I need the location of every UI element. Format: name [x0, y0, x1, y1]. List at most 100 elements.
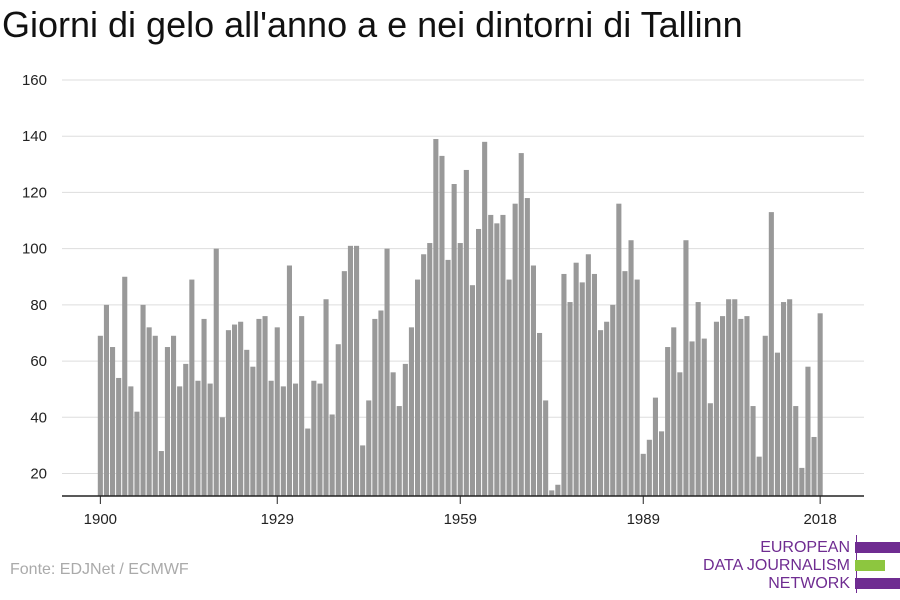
bar-1914 — [183, 363, 189, 496]
bar-1995 — [677, 372, 683, 496]
bar-1956 — [439, 155, 445, 496]
bar-1987 — [628, 240, 634, 496]
bar-2005 — [738, 318, 744, 496]
bar-1950 — [402, 363, 408, 496]
bar-1927 — [262, 316, 268, 496]
bar-2014 — [793, 406, 799, 496]
logo-line-1: EUROPEAN — [760, 539, 850, 556]
bar-1990 — [646, 439, 652, 496]
bar-1965 — [494, 223, 500, 496]
bar-2002 — [720, 316, 726, 496]
y-tick-label: 40 — [30, 409, 47, 426]
bar-1904 — [122, 276, 128, 496]
bar-2006 — [744, 316, 750, 496]
bar-1917 — [201, 318, 207, 496]
bar-1920 — [219, 417, 225, 496]
logo-bar-green — [855, 560, 885, 571]
bar-1905 — [128, 386, 134, 496]
gridlines — [62, 79, 864, 475]
bar-1935 — [311, 380, 317, 496]
bar-1979 — [579, 282, 585, 496]
bars — [97, 139, 823, 497]
bar-2000 — [707, 403, 713, 496]
bar-1983 — [604, 321, 610, 496]
bar-1953 — [421, 254, 427, 496]
bar-2010 — [768, 212, 774, 497]
bar-1903 — [116, 377, 122, 496]
bar-1959 — [457, 243, 463, 496]
y-tick-label: 140 — [22, 128, 47, 145]
bar-1969 — [518, 153, 524, 496]
edjnet-logo: EUROPEAN DATA JOURNALISM NETWORK — [700, 535, 900, 595]
bar-1949 — [396, 406, 402, 496]
chart-title: Giorni di gelo all'anno a e nei dintorni… — [2, 4, 743, 45]
bar-1968 — [512, 203, 518, 496]
logo-line-2: DATA JOURNALISM — [703, 557, 850, 574]
bar-1909 — [152, 335, 158, 496]
bar-1985 — [616, 203, 622, 496]
bar-1976 — [561, 273, 567, 496]
bar-1939 — [335, 344, 341, 496]
bar-1911 — [164, 347, 170, 496]
bar-1958 — [451, 184, 457, 496]
y-tick-label: 160 — [22, 72, 47, 89]
bar-1944 — [366, 400, 372, 496]
bar-2004 — [732, 299, 738, 496]
bar-1925 — [250, 366, 256, 496]
x-tick-label: 1959 — [444, 511, 477, 528]
bar-1900 — [97, 335, 103, 496]
bar-1999 — [701, 338, 707, 496]
x-tick-label: 1929 — [261, 511, 294, 528]
bar-1966 — [500, 214, 506, 497]
bar-1997 — [689, 341, 695, 496]
bar-1984 — [610, 304, 616, 496]
bar-2008 — [756, 456, 762, 496]
bar-1906 — [134, 411, 140, 496]
bar-1945 — [372, 318, 378, 496]
bar-1923 — [238, 321, 244, 496]
logo-bar-purple-top — [855, 542, 900, 553]
x-tick-label: 1900 — [84, 511, 117, 528]
bar-1960 — [463, 169, 469, 496]
bar-1902 — [110, 347, 116, 496]
bar-1908 — [146, 327, 152, 496]
y-tick-label: 100 — [22, 241, 47, 258]
source-note: Fonte: EDJNet / ECMWF — [10, 561, 189, 578]
y-tick-label: 20 — [30, 466, 47, 483]
bar-1980 — [585, 254, 591, 496]
bar-1918 — [207, 383, 213, 496]
bar-1952 — [415, 279, 421, 496]
bar-1947 — [384, 248, 390, 496]
bar-1992 — [659, 431, 665, 496]
bar-1913 — [177, 386, 183, 496]
y-tick-label: 80 — [30, 297, 47, 314]
bar-1916 — [195, 380, 201, 496]
bar-1942 — [354, 245, 360, 496]
bar-2009 — [762, 335, 768, 496]
bar-1934 — [305, 428, 311, 496]
bar-1974 — [549, 490, 555, 496]
bar-1962 — [476, 228, 482, 496]
y-tick-label: 120 — [22, 184, 47, 201]
bar-2018 — [817, 313, 823, 496]
bar-2012 — [781, 302, 787, 496]
bar-2015 — [799, 467, 805, 496]
bar-1907 — [140, 304, 146, 496]
bar-1993 — [665, 347, 671, 496]
bar-1978 — [573, 262, 579, 496]
bar-1977 — [567, 302, 573, 496]
bar-1954 — [427, 243, 433, 496]
bar-1971 — [530, 265, 536, 496]
bar-1981 — [591, 273, 597, 496]
bar-1921 — [225, 330, 231, 496]
axes: 20 40 60 80 100 120 140 160 1900 1929 1959 1989 2018 — [22, 72, 864, 528]
bar-1998 — [695, 302, 701, 496]
bar-2011 — [774, 352, 780, 496]
bar-1943 — [360, 445, 366, 496]
bar-1955 — [433, 139, 439, 496]
bar-2016 — [805, 366, 811, 496]
bar-1961 — [469, 285, 475, 496]
bar-1926 — [256, 318, 262, 496]
bar-1922 — [232, 324, 238, 496]
bar-1932 — [293, 383, 299, 496]
